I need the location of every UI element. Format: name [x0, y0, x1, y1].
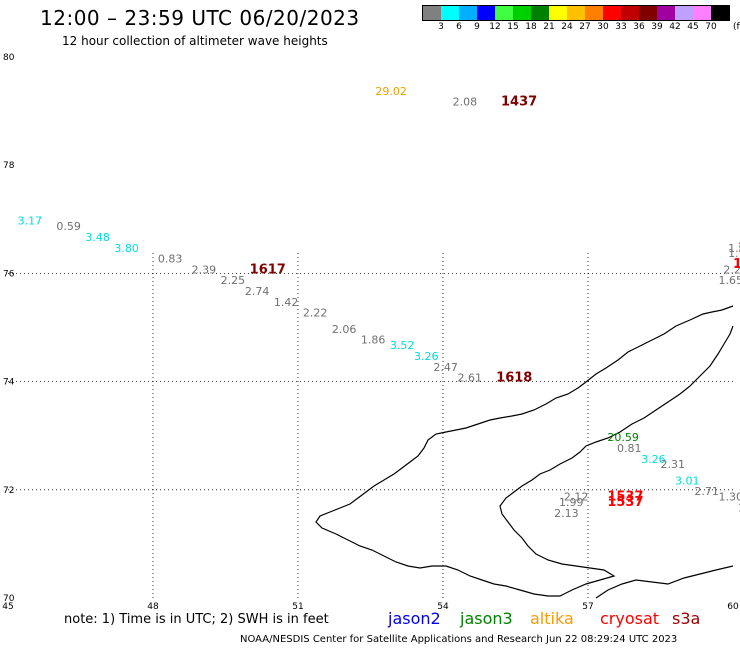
y-tick-label: 78	[3, 161, 15, 171]
wave-height-label: 0.59	[56, 220, 80, 233]
wave-height-label: 1.73	[728, 247, 740, 260]
legend-cryosat: cryosat	[600, 609, 660, 628]
x-tick-label: 48	[147, 602, 159, 612]
coastline	[315, 305, 734, 597]
wave-height-label: 2.12	[564, 491, 589, 504]
colorbar-tick-label: 9	[474, 22, 480, 32]
y-tick-label: 72	[3, 486, 14, 496]
wave-height-label: 2.71	[694, 485, 719, 498]
wave-height-label: 1.42	[274, 296, 299, 309]
wave-height-label: 1.99	[559, 496, 584, 509]
colorbar-swatch	[495, 6, 513, 20]
colorbar-tick-label: 3	[438, 22, 444, 32]
coastline-south	[595, 565, 734, 599]
colorbar	[422, 5, 730, 21]
wave-height-label: 3.01	[675, 474, 700, 487]
x-tick-label: 45	[2, 602, 13, 612]
pass-time-label: 1536	[733, 257, 740, 272]
wave-height-label: 1.30	[719, 491, 740, 504]
colorbar-tick-label: 33	[615, 22, 627, 32]
legend-s3a: s3a	[672, 609, 701, 628]
wave-height-label: 2.08	[453, 96, 478, 109]
y-tick-label: 70	[3, 594, 15, 604]
colorbar-swatch	[603, 6, 621, 20]
colorbar-swatch	[531, 6, 549, 20]
wave-height-label: 3.17	[18, 215, 42, 228]
legend-jason2: jason2	[388, 609, 441, 628]
colorbar-unit: (ft)	[733, 22, 740, 32]
wave-height-label: 0.81	[617, 442, 642, 455]
colorbar-swatch	[423, 6, 441, 20]
wave-height-label: 0.83	[158, 253, 183, 266]
pass-time-label: 1618	[496, 371, 532, 386]
colorbar-swatch	[711, 6, 729, 20]
wave-height-label: 1.93	[738, 501, 740, 514]
wave-height-label: 3.26	[641, 453, 666, 466]
footer-note: note: 1) Time is in UTC; 2) SWH is in fe…	[64, 612, 329, 627]
wave-height-label: 20.59	[607, 431, 639, 444]
wave-height-label: 2.31	[661, 458, 686, 471]
colorbar-swatch	[675, 6, 693, 20]
x-tick-label: 51	[292, 602, 303, 612]
legend-altika: altika	[530, 609, 574, 628]
colorbar-tick-label: 42	[669, 22, 681, 32]
wave-height-label: 3.80	[114, 242, 139, 255]
map-subtitle: 12 hour collection of altimeter wave hei…	[62, 34, 328, 48]
pass-time-label: 1617	[250, 262, 286, 277]
x-tick-label: 57	[582, 602, 593, 612]
colorbar-swatch	[549, 6, 567, 20]
colorbar-tick-label: 15	[507, 22, 519, 32]
wave-height-label: 1.86	[361, 334, 386, 347]
wave-height-label: 3.26	[414, 350, 439, 363]
colorbar-swatch	[567, 6, 585, 20]
x-tick-label: 60	[727, 602, 739, 612]
colorbar-tick-label: 30	[597, 22, 609, 32]
wave-height-label: 2.22	[303, 307, 328, 320]
wave-height-label: 2.74	[245, 285, 269, 298]
legend-jason3: jason3	[460, 609, 513, 628]
colorbar-swatch	[459, 6, 477, 20]
map-title: 12:00 – 23:59 UTC 06/20/2023	[40, 6, 360, 30]
colorbar-swatch	[693, 6, 711, 20]
wave-height-label: 2.61	[458, 372, 483, 385]
colorbar-swatch	[639, 6, 657, 20]
colorbar-swatch	[477, 6, 495, 20]
colorbar-tick-label: 70	[705, 22, 717, 32]
wave-height-label: 3.52	[390, 339, 415, 352]
wave-height-label: 2.21	[723, 263, 740, 276]
pass-time-label: 1537	[607, 490, 643, 505]
colorbar-tick-label: 24	[561, 22, 573, 32]
colorbar-swatch	[657, 6, 675, 20]
wave-height-label: 2.13	[554, 507, 579, 520]
wave-height-label: 2.06	[332, 323, 357, 336]
colorbar-swatch	[621, 6, 639, 20]
wave-height-label: 1.96	[728, 242, 740, 255]
y-tick-label: 74	[3, 378, 15, 388]
colorbar-swatch	[513, 6, 531, 20]
pass-time-label: 1437	[501, 95, 537, 110]
y-tick-label: 76	[3, 269, 15, 279]
footer-credit: NOAA/NESDIS Center for Satellite Applica…	[240, 634, 678, 645]
y-tick-label: 80	[3, 53, 15, 63]
colorbar-tick-label: 27	[579, 22, 591, 32]
pass-time-label: 153	[738, 241, 740, 256]
pass-time-label: 1537	[607, 495, 643, 510]
x-tick-label: 54	[437, 602, 449, 612]
wave-height-label: 2.39	[192, 263, 217, 276]
colorbar-tick-label: 12	[489, 22, 501, 32]
colorbar-swatch	[585, 6, 603, 20]
colorbar-tick-label: 21	[543, 22, 555, 32]
colorbar-swatch	[441, 6, 459, 20]
colorbar-tick-label: 18	[525, 22, 537, 32]
wave-height-label: 2.25	[221, 274, 246, 287]
wave-height-label: 3.48	[85, 231, 110, 244]
colorbar-tick-label: 6	[456, 22, 462, 32]
wave-height-label: 29.02	[375, 85, 407, 98]
colorbar-tick-label: 45	[687, 22, 699, 32]
wave-height-label: 2.47	[433, 361, 458, 374]
colorbar-tick-label: 36	[633, 22, 645, 32]
wave-height-label: 1.65	[719, 274, 740, 287]
colorbar-tick-label: 39	[651, 22, 663, 32]
